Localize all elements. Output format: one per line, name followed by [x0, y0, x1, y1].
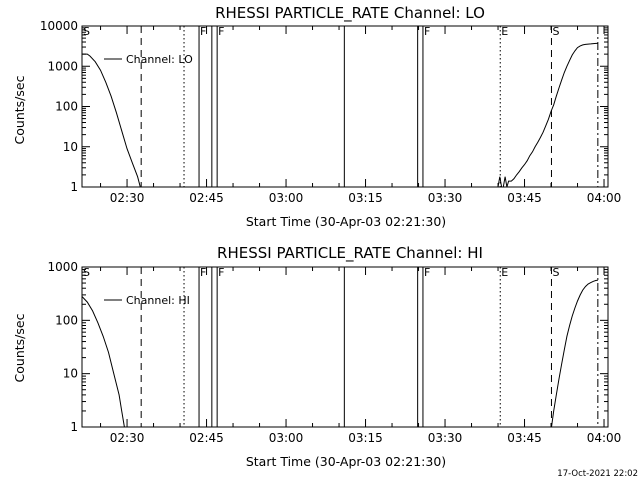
- panel-hi-frame: [81, 266, 609, 428]
- panel-lo-ytick-label-4: 10000: [40, 19, 78, 33]
- panel-lo-marker-label-4: F: [218, 25, 224, 38]
- panel-hi-series-0-segment-0: [81, 296, 125, 428]
- panel-lo-series-0-segment-1: [497, 42, 598, 188]
- panel-hi-ytick-label-1: 10: [63, 367, 78, 381]
- panel-lo-xtick-label-4: 03:30: [428, 191, 463, 205]
- panel-hi-ylabel: Counts/sec: [12, 313, 27, 382]
- generation-timestamp: 17-Oct-2021 22:02: [557, 469, 638, 479]
- panel-hi-xtick-label-6: 04:00: [587, 431, 622, 445]
- panel-lo-ytick-label-2: 100: [55, 100, 78, 114]
- panel-hi-xtick-label-2: 03:00: [269, 431, 304, 445]
- panel-lo: RHESSI PARTICLE_RATE Channel: LO Counts/…: [12, 4, 621, 229]
- panel-hi-xtick-label-5: 03:45: [507, 431, 542, 445]
- panel-hi-legend-label: Channel: HI: [126, 294, 190, 307]
- panel-hi-ytick-label-0: 1: [70, 420, 78, 434]
- panel-lo-frame: [81, 25, 609, 188]
- panel-lo-ylabel: Counts/sec: [12, 75, 27, 144]
- panel-hi-title: RHESSI PARTICLE_RATE Channel: HI: [217, 244, 483, 263]
- panel-hi-marker-label-3: F: [200, 266, 206, 279]
- panel-lo-marker-label-0: S: [83, 25, 90, 38]
- panel-lo-legend-label: Channel: LO: [126, 53, 193, 66]
- panel-hi: RHESSI PARTICLE_RATE Channel: HI Counts/…: [12, 244, 621, 469]
- panel-hi-xtick-label-3: 03:15: [348, 431, 383, 445]
- panel-lo-xtick-label-6: 04:00: [587, 191, 622, 205]
- panel-hi-marker-label-9: E: [501, 266, 508, 279]
- panel-lo-xlabel: Start Time (30-Apr-03 02:21:30): [246, 214, 446, 229]
- panel-lo-xtick-label-0: 02:30: [110, 191, 145, 205]
- panel-lo-xtick-label-3: 03:15: [348, 191, 383, 205]
- panel-hi-series-0-segment-1: [551, 279, 598, 428]
- panel-lo-title: RHESSI PARTICLE_RATE Channel: LO: [215, 4, 485, 23]
- panel-lo-ytick-label-1: 10: [63, 140, 78, 154]
- panel-lo-xtick-label-2: 03:00: [269, 191, 304, 205]
- panel-lo-marker-label-9: E: [501, 25, 508, 38]
- panel-hi-xtick-label-1: 02:45: [189, 431, 224, 445]
- panel-hi-xlabel: Start Time (30-Apr-03 02:21:30): [246, 454, 446, 469]
- panel-lo-xtick-label-1: 02:45: [189, 191, 224, 205]
- panel-lo-series-0-segment-0: [82, 53, 141, 188]
- panel-hi-marker-label-10: S: [552, 266, 559, 279]
- panel-lo-ytick-label-0: 1: [70, 180, 78, 194]
- panel-hi-marker-label-7: F: [424, 266, 430, 279]
- panel-hi-ytick-label-2: 100: [55, 313, 78, 327]
- panel-lo-xtick-label-5: 03:45: [507, 191, 542, 205]
- panel-hi-ytick-label-3: 1000: [47, 260, 78, 274]
- panel-hi-marker-label-4: F: [218, 266, 224, 279]
- panel-hi-xtick-label-4: 03:30: [428, 431, 463, 445]
- panel-hi-xtick-label-0: 02:30: [110, 431, 145, 445]
- panel-lo-marker-label-3: F: [200, 25, 206, 38]
- panel-lo-marker-label-10: S: [552, 25, 559, 38]
- panel-lo-marker-label-7: F: [424, 25, 430, 38]
- panel-hi-marker-label-0: S: [83, 266, 90, 279]
- panel-lo-ytick-label-3: 1000: [47, 59, 78, 73]
